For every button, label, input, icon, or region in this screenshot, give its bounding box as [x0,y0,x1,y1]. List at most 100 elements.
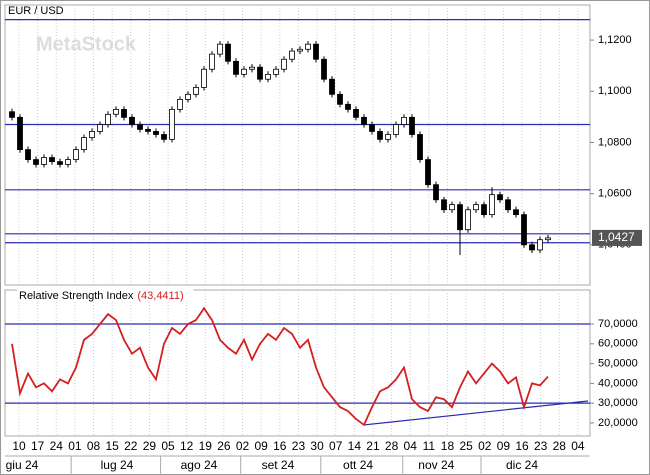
candle-body [385,134,391,140]
candle-body [537,239,543,251]
x-tick-label: 02 [236,439,250,453]
candle-body [225,43,231,62]
candle-body [289,50,295,60]
last-price-box [592,229,642,246]
y-tick-label: 20,0000 [598,417,638,429]
x-tick-label: 28 [553,439,567,453]
candle-body [233,60,239,75]
y-tick-label: 50,0000 [598,357,638,369]
candle-body [89,131,95,138]
candle-body [249,66,255,70]
indicator-value: (43,4411) [137,290,183,302]
chart-title: EUR / USD [8,5,64,17]
x-tick-label: 28 [385,439,399,453]
x-tick-label: 29 [143,439,157,453]
candle-body [257,66,263,80]
price-panel [4,4,591,286]
candle-body [25,149,31,160]
candle-body [201,68,207,88]
x-tick-label: 17 [31,439,45,453]
candle-body [353,109,359,118]
candle-body [377,131,383,140]
y-tick-label: 1,0800 [598,136,632,148]
candle-body [281,58,287,70]
candle-body [417,134,423,160]
candle-body [305,43,311,50]
candle-body [73,149,79,160]
month-label: ago 24 [181,458,218,472]
candle-body [113,109,119,115]
candle-body [545,237,551,241]
x-tick-label: 05 [161,439,175,453]
x-tick-label: 01 [68,439,82,453]
candle-body [193,87,199,95]
candle-body [529,244,535,251]
x-tick-label: 09 [497,439,511,453]
candle-body [129,116,135,125]
x-tick-label: 14 [348,439,362,453]
candle-body [161,134,167,140]
candle-body [153,131,159,135]
x-tick-label: 25 [459,439,473,453]
y-tick-label: 70,0000 [598,318,638,330]
candle-body [273,68,279,75]
x-tick-label: 19 [199,439,213,453]
candle-body [209,53,215,70]
candle-body [145,128,151,132]
x-tick-label: 04 [571,439,585,453]
indicator-title: Relative Strength Index [19,290,134,302]
candle-body [313,43,319,60]
candle-body [497,194,503,201]
candle-body [457,204,463,231]
candle-body [217,43,223,55]
candle-body [33,159,39,165]
month-label: lug 24 [101,458,134,472]
candle-body [169,109,175,140]
candle-body [185,93,191,100]
candle-body [137,124,143,130]
candle-body [297,48,303,52]
x-tick-label: 21 [366,439,380,453]
x-tick-label: 23 [292,439,306,453]
candle-body [489,194,495,216]
x-tick-label: 10 [12,439,26,453]
candle-body [345,103,351,110]
candle-body [321,58,327,80]
y-tick-label: 1,1000 [598,85,632,97]
candle-body [265,73,271,80]
y-tick-label: 30,0000 [598,397,638,409]
candle-body [393,124,399,135]
candle-body [41,157,47,165]
candle-body [433,184,439,201]
candle-body [473,204,479,211]
candle-body [481,204,487,216]
trendline [363,400,589,426]
candle-body [241,68,247,75]
x-tick-label: 12 [180,439,194,453]
month-label: nov 24 [418,458,454,472]
candle-body [81,137,87,151]
candle-body [449,204,455,211]
candle-body [105,113,111,125]
candle-body [369,124,375,132]
candle-body [121,109,127,118]
x-tick-label: 24 [50,439,64,453]
x-tick-label: 26 [217,439,231,453]
y-tick-label: 40,0000 [598,377,638,389]
candle-body [177,99,183,110]
candle-body [97,124,103,132]
x-tick-label: 11 [423,439,436,453]
candle-body [9,111,15,118]
candle-body [65,159,71,165]
candle-body [441,199,447,211]
month-label: giu 24 [6,458,39,472]
x-tick-label: 16 [515,439,529,453]
x-tick-label: 23 [534,439,548,453]
y-tick-label: 1,1200 [598,34,632,46]
x-tick-label: 22 [124,439,138,453]
watermark: MetaStock [36,33,137,55]
x-tick-label: 07 [329,439,343,453]
x-tick-label: 04 [404,439,418,453]
